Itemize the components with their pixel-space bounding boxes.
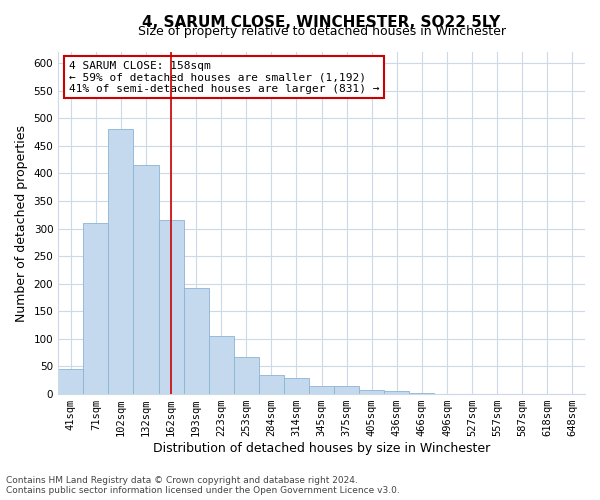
Bar xyxy=(58,368,83,394)
Bar xyxy=(309,386,334,394)
Bar xyxy=(158,220,184,394)
Bar xyxy=(259,375,284,394)
Text: Size of property relative to detached houses in Winchester: Size of property relative to detached ho… xyxy=(137,26,506,38)
Bar xyxy=(385,392,409,394)
Bar xyxy=(83,223,109,394)
Text: 4 SARUM CLOSE: 158sqm
← 59% of detached houses are smaller (1,192)
41% of semi-d: 4 SARUM CLOSE: 158sqm ← 59% of detached … xyxy=(69,60,379,94)
X-axis label: Distribution of detached houses by size in Winchester: Distribution of detached houses by size … xyxy=(153,442,490,455)
Title: 4, SARUM CLOSE, WINCHESTER, SO22 5LY: 4, SARUM CLOSE, WINCHESTER, SO22 5LY xyxy=(142,15,501,30)
Bar xyxy=(234,356,259,394)
Bar xyxy=(209,336,234,394)
Text: Contains HM Land Registry data © Crown copyright and database right 2024.
Contai: Contains HM Land Registry data © Crown c… xyxy=(6,476,400,495)
Bar xyxy=(359,390,385,394)
Bar xyxy=(409,393,434,394)
Y-axis label: Number of detached properties: Number of detached properties xyxy=(15,124,28,322)
Bar xyxy=(133,165,158,394)
Bar xyxy=(109,129,133,394)
Bar xyxy=(184,288,209,394)
Bar xyxy=(284,378,309,394)
Bar xyxy=(334,386,359,394)
